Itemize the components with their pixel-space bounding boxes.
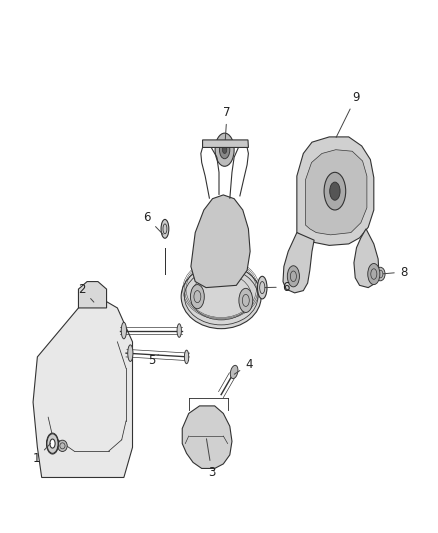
- Ellipse shape: [181, 264, 261, 329]
- Polygon shape: [305, 150, 367, 235]
- Circle shape: [239, 288, 253, 312]
- Ellipse shape: [128, 345, 133, 361]
- Circle shape: [368, 263, 380, 285]
- Polygon shape: [191, 195, 250, 288]
- Text: 3: 3: [206, 439, 215, 479]
- Circle shape: [47, 434, 58, 454]
- Polygon shape: [354, 229, 379, 288]
- Circle shape: [330, 182, 340, 200]
- Polygon shape: [33, 301, 133, 478]
- Circle shape: [191, 285, 204, 309]
- Text: 1: 1: [32, 443, 51, 465]
- Ellipse shape: [375, 267, 385, 281]
- Ellipse shape: [230, 365, 238, 378]
- Ellipse shape: [184, 350, 189, 364]
- Polygon shape: [78, 281, 106, 308]
- Circle shape: [219, 141, 230, 159]
- Text: 8: 8: [383, 265, 407, 279]
- Circle shape: [223, 146, 227, 154]
- Polygon shape: [182, 406, 232, 469]
- Circle shape: [50, 439, 55, 448]
- Text: 7: 7: [223, 106, 231, 147]
- Circle shape: [287, 266, 300, 287]
- Circle shape: [215, 133, 234, 166]
- Polygon shape: [283, 232, 314, 293]
- Polygon shape: [297, 137, 374, 245]
- Text: 2: 2: [78, 283, 94, 302]
- Text: 4: 4: [234, 358, 252, 374]
- Ellipse shape: [161, 220, 169, 238]
- Text: 6: 6: [143, 211, 163, 235]
- Ellipse shape: [46, 437, 59, 450]
- Circle shape: [324, 172, 346, 210]
- Text: 6: 6: [265, 280, 289, 294]
- Ellipse shape: [121, 322, 127, 339]
- Text: 9: 9: [336, 91, 360, 138]
- Ellipse shape: [177, 324, 181, 337]
- Ellipse shape: [58, 440, 67, 451]
- Ellipse shape: [258, 276, 267, 299]
- Polygon shape: [202, 140, 248, 148]
- Text: 5: 5: [148, 354, 159, 367]
